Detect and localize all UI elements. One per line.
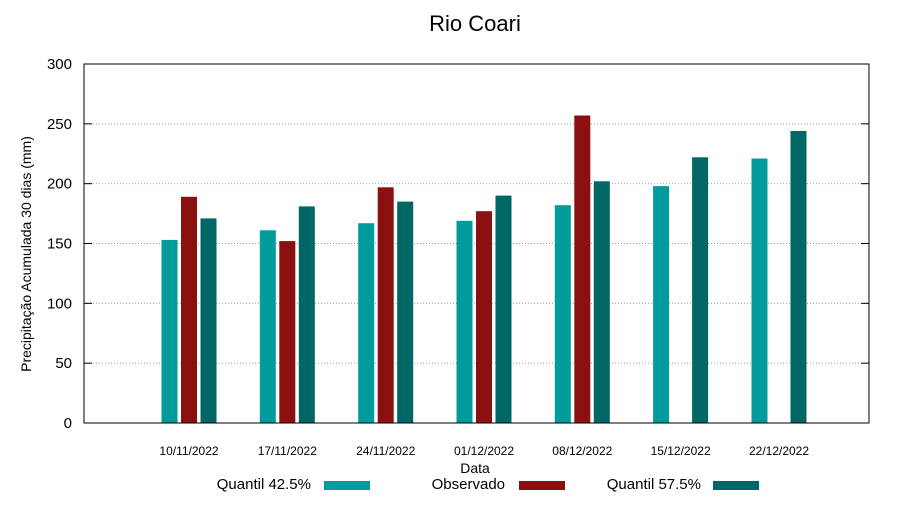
- gridlines: [84, 123, 869, 364]
- bar-2-4: [593, 181, 610, 423]
- legend-swatch: [519, 481, 565, 490]
- legend: Quantil 42.5% Observado Quantil 57.5%: [217, 476, 759, 493]
- x-tick-label: 17/11/2022: [258, 444, 317, 458]
- y-tick-label: 300: [47, 56, 72, 73]
- bar-1-1: [279, 241, 296, 423]
- y-tick-label: 150: [47, 236, 72, 253]
- chart-title: Rio Coari: [429, 11, 521, 36]
- bar-0-5: [653, 186, 670, 423]
- bar-0-0: [161, 239, 178, 423]
- x-axis-ticks: 10/11/2022 17/11/2022 24/11/2022 01/12/2022…: [159, 444, 809, 458]
- bar-1-3: [476, 211, 492, 423]
- bar-0-3: [456, 220, 473, 423]
- bar-1-4: [574, 115, 591, 423]
- x-tick-label: 10/11/2022: [159, 444, 218, 458]
- bar-0-6: [751, 158, 768, 423]
- x-tick-label: 24/11/2022: [356, 444, 415, 458]
- bar-1-2: [377, 187, 394, 423]
- x-tick-label: 22/12/2022: [749, 444, 809, 458]
- bar-2-3: [495, 195, 512, 423]
- legend-label: Observado: [432, 476, 505, 493]
- y-tick-label: 200: [47, 176, 72, 193]
- bar-0-2: [358, 223, 375, 423]
- bar-2-6: [790, 131, 807, 423]
- legend-swatch: [713, 481, 759, 490]
- x-axis-label: Data: [460, 460, 490, 476]
- legend-label: Quantil 42.5%: [217, 476, 311, 493]
- x-tick-label: 08/12/2022: [552, 444, 612, 458]
- legend-label: Quantil 57.5%: [607, 476, 701, 493]
- y-axis-label: Precipitação Acumulada 30 dias (mm): [18, 136, 34, 372]
- y-tick-label: 0: [64, 415, 72, 432]
- bar-1-0: [181, 196, 197, 423]
- bar-2-5: [692, 157, 709, 424]
- bar-2-1: [298, 206, 315, 423]
- bar-2-0: [200, 218, 217, 423]
- y-tick-label: 250: [47, 116, 72, 133]
- y-tick-label: 50: [55, 355, 72, 372]
- legend-swatch: [324, 481, 370, 490]
- bar-2-2: [397, 201, 414, 423]
- bars: [161, 115, 807, 424]
- y-axis-ticks: 0 50 100 150 200 250 300: [47, 56, 869, 432]
- bar-0-1: [259, 230, 276, 423]
- y-tick-label: 100: [47, 295, 72, 312]
- x-tick-label: 01/12/2022: [454, 444, 514, 458]
- x-tick-label: 15/12/2022: [651, 444, 711, 458]
- bar-0-4: [554, 205, 571, 423]
